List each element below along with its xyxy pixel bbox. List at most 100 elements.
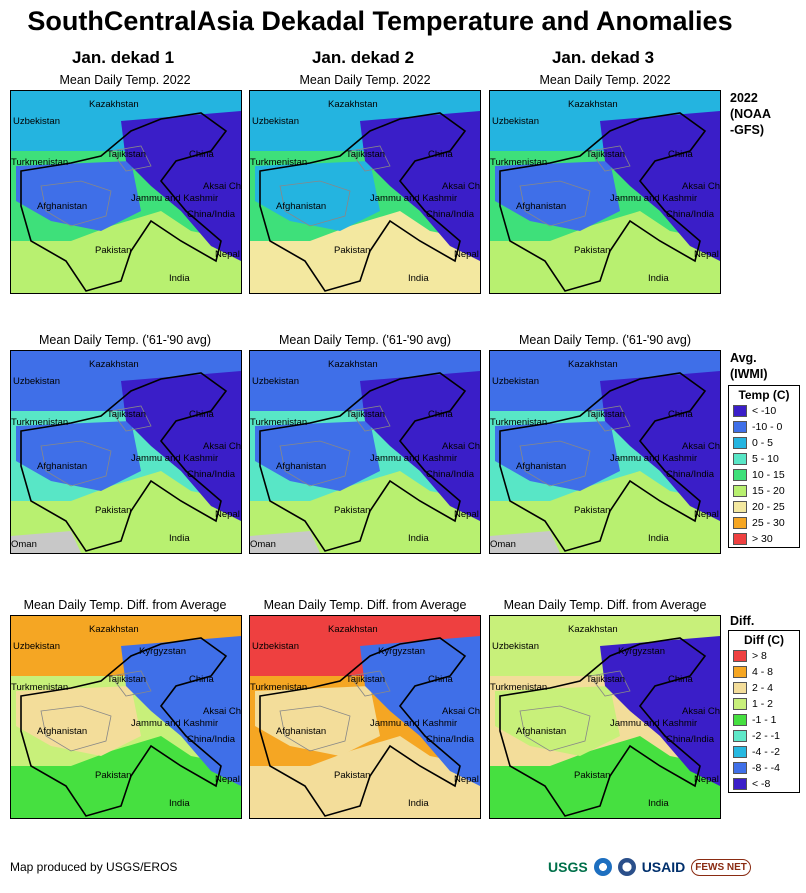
legend-swatch	[733, 650, 747, 662]
map-label-jammu-kashmir: Jammu and Kashmir	[131, 453, 218, 464]
province-borders	[40, 405, 152, 487]
zone-afgh	[495, 161, 620, 231]
country-borders	[499, 112, 707, 292]
map-label-turkmenistan: Turkmenistan	[11, 157, 68, 168]
zone-himal	[600, 111, 720, 261]
zone-himal	[600, 636, 720, 786]
map-label-china-india: China/India	[666, 734, 715, 745]
map-label-china-india: China/India	[666, 469, 715, 480]
temp-legend-item: 15 - 20	[729, 483, 799, 499]
map-label-jammu-kashmir: Jammu and Kashmir	[610, 453, 697, 464]
side-label-diff: Diff.	[730, 613, 754, 629]
legend-label: < -10	[752, 405, 777, 417]
map-label-india: India	[169, 533, 190, 544]
legend-label: 4 - 8	[752, 666, 774, 678]
legend-swatch	[733, 469, 747, 481]
map-label-uzbekistan: Uzbekistan	[13, 116, 60, 127]
map-label-uzbekistan: Uzbekistan	[13, 376, 60, 387]
diff-legend-item: -2 - -1	[729, 728, 799, 744]
map-label-afghanistan: Afghanistan	[276, 201, 326, 212]
map-diff-dekad-3: Kazakhstan Uzbekistan Kyrgyzstan Tajikistan…	[489, 615, 721, 819]
legend-label: > 8	[752, 650, 767, 662]
map-label-kazakhstan: Kazakhstan	[89, 359, 139, 370]
noaa-logo-icon	[593, 858, 612, 876]
diff-legend-item: -1 - 1	[729, 712, 799, 728]
map-label-pakistan: Pakistan	[574, 245, 610, 256]
map-label-china: China	[189, 674, 215, 685]
partner-logos: USGS USAID FEWS NET	[548, 858, 751, 876]
map-label-china: China	[428, 409, 454, 420]
column-header-1: Jan. dekad 1	[71, 48, 175, 67]
side-label-2022: 2022 (NOAA -GFS)	[730, 90, 771, 138]
legend-swatch	[733, 501, 747, 513]
diff-legend-item: < -8	[729, 776, 799, 792]
temp-legend-item: -10 - 0	[729, 419, 799, 435]
zone-himal	[121, 111, 241, 261]
legend-label: 2 - 4	[752, 682, 774, 694]
temp-legend-item: 0 - 5	[729, 435, 799, 451]
difference-legend: Diff (C) > 8 4 - 8 2 - 4 1 - 2 -1 - 1 -2 - -1…	[728, 630, 800, 793]
map-label-nepal: Nepal	[454, 509, 479, 520]
map-label-china: China	[668, 409, 694, 420]
diff-legend-item: -4 - -2	[729, 744, 799, 760]
zone-himal	[360, 636, 480, 786]
map-label-tajikistan: Tajikistan	[107, 674, 146, 685]
map-label-turkmenistan: Turkmenistan	[250, 682, 307, 693]
map-label-jammu-kashmir: Jammu and Kashmir	[131, 718, 218, 729]
panel-title-r1c3: Mean Daily Temp. 2022	[539, 73, 671, 87]
map-label-china-india: China/India	[426, 469, 475, 480]
map-label-india: India	[648, 798, 669, 809]
map-label-aksai-chin: Aksai Chin	[442, 181, 480, 192]
zone-sea-oman	[250, 531, 320, 553]
map-label-uzbekistan: Uzbekistan	[492, 116, 539, 127]
zone-afgh	[16, 686, 141, 756]
side-label-2022-line-3: -GFS)	[730, 123, 765, 137]
map-label-jammu-kashmir: Jammu and Kashmir	[610, 193, 697, 204]
panel-title-r2c3: Mean Daily Temp. ('61-'90 avg)	[519, 333, 691, 347]
map-label-uzbekistan: Uzbekistan	[252, 116, 299, 127]
province-borders	[40, 670, 152, 752]
map-label-nepal: Nepal	[454, 774, 479, 785]
map-label-afghanistan: Afghanistan	[37, 726, 87, 737]
map-label-india: India	[408, 798, 429, 809]
side-label-diff-line-1: Diff.	[730, 614, 755, 628]
map-label-jammu-kashmir: Jammu and Kashmir	[131, 193, 218, 204]
map-label-aksai-chin: Aksai Chin	[203, 706, 241, 717]
map-label-afghanistan: Afghanistan	[516, 201, 566, 212]
country-borders	[259, 637, 467, 817]
province-borders	[279, 670, 391, 752]
map-label-pakistan: Pakistan	[574, 770, 610, 781]
map-label-india: India	[169, 798, 190, 809]
map-label-uzbekistan: Uzbekistan	[492, 641, 539, 652]
map-label-kazakhstan: Kazakhstan	[328, 624, 378, 635]
zone-afgh	[255, 686, 380, 756]
map-label-china: China	[668, 149, 694, 160]
province-borders	[519, 405, 631, 487]
zone-afgh	[16, 161, 141, 231]
map-label-kazakhstan: Kazakhstan	[328, 99, 378, 110]
diff-legend-item: 2 - 4	[729, 680, 799, 696]
map-canvas: Kazakhstan Uzbekistan Kyrgyzstan Tajikistan…	[490, 616, 720, 818]
temp-legend-item: 25 - 30	[729, 515, 799, 531]
legend-label: 25 - 30	[752, 517, 785, 529]
province-borders	[279, 145, 391, 227]
map-label-china-india: China/India	[426, 734, 475, 745]
legend-swatch	[733, 666, 747, 678]
map-label-uzbekistan: Uzbekistan	[13, 641, 60, 652]
zone-himal	[360, 111, 480, 261]
map-label-turkmenistan: Turkmenistan	[11, 682, 68, 693]
column-header-2: Jan. dekad 2	[311, 48, 415, 67]
legend-label: -4 - -2	[752, 746, 781, 758]
country-borders	[20, 372, 228, 552]
zone-afgh	[16, 421, 141, 491]
map-label-nepal: Nepal	[215, 509, 240, 520]
map-label-china: China	[668, 674, 694, 685]
column-header-3: Jan. dekad 3	[551, 48, 655, 67]
map-label-kazakhstan: Kazakhstan	[568, 624, 618, 635]
diff-legend-item: -8 - -4	[729, 760, 799, 776]
map-label-china: China	[189, 149, 215, 160]
map-label-kazakhstan: Kazakhstan	[89, 99, 139, 110]
map-label-tajikistan: Tajikistan	[586, 149, 625, 160]
temp-legend-item: < -10	[729, 403, 799, 419]
map-label-aksai-chin: Aksai Chin	[442, 706, 480, 717]
